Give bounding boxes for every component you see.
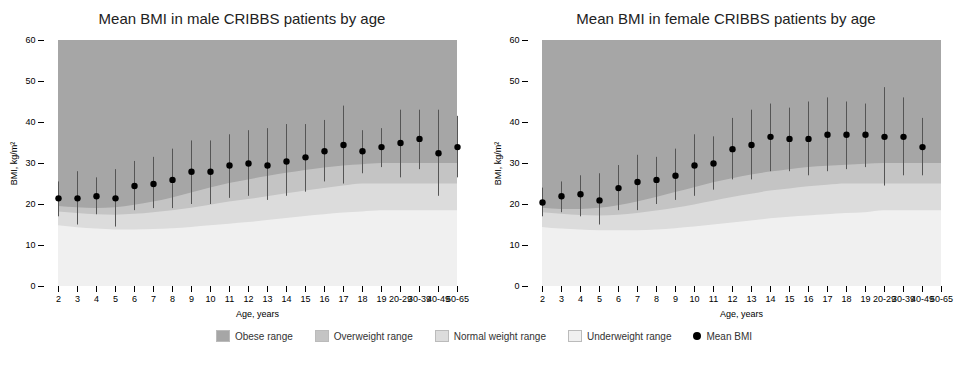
html-text:Mean BMI in female CRIBBS pati: Mean BMI in female CRIBBS patients by ag… <box>576 10 876 27</box>
svg-text:Age, years: Age, years <box>720 309 764 319</box>
svg-text:6: 6 <box>616 294 621 304</box>
svg-text:2: 2 <box>540 294 545 304</box>
svg-text:15: 15 <box>300 294 310 304</box>
svg-text:12: 12 <box>243 294 253 304</box>
svg-text:10: 10 <box>509 240 519 250</box>
svg-text:19: 19 <box>860 294 870 304</box>
html-text:Normal weight range: Normal weight range <box>453 330 546 342</box>
svg-text:3: 3 <box>75 294 80 304</box>
svg-text:12: 12 <box>727 294 737 304</box>
svg-text:60: 60 <box>25 35 35 45</box>
svg-text:4: 4 <box>578 294 583 304</box>
svg-text:10: 10 <box>25 240 35 250</box>
svg-text:20-29: 20-29 <box>389 293 412 304</box>
svg-text:7: 7 <box>635 294 640 304</box>
svg-text:20: 20 <box>25 199 35 209</box>
svg-text:50-65: 50-65 <box>446 294 469 304</box>
svg-text:20: 20 <box>509 199 519 209</box>
svg-text:10: 10 <box>205 294 215 304</box>
svg-text:11: 11 <box>709 294 718 304</box>
svg-text:17: 17 <box>338 294 348 304</box>
svg-text:13: 13 <box>262 294 272 304</box>
svg-text:60: 60 <box>509 35 519 45</box>
svg-text:10: 10 <box>689 294 699 304</box>
svg-text:30-39: 30-39 <box>408 293 431 304</box>
svg-text:5: 5 <box>597 294 602 304</box>
svg-text:6: 6 <box>132 294 137 304</box>
svg-text:18: 18 <box>841 294 851 304</box>
svg-text:50: 50 <box>509 76 519 86</box>
svg-text:2: 2 <box>56 294 61 304</box>
svg-text:30: 30 <box>509 158 519 168</box>
svg-text:16: 16 <box>803 294 813 304</box>
svg-text:Age, years: Age, years <box>236 309 280 319</box>
svg-text:9: 9 <box>673 294 678 304</box>
svg-text:16: 16 <box>319 294 329 304</box>
svg-text:40-49: 40-49 <box>427 293 450 304</box>
svg-text:18: 18 <box>357 294 367 304</box>
svg-text:14: 14 <box>765 294 775 304</box>
svg-text:50: 50 <box>25 76 35 86</box>
svg-text:40-49: 40-49 <box>911 293 934 304</box>
svg-text:3: 3 <box>559 294 564 304</box>
svg-text:17: 17 <box>822 294 832 304</box>
svg-text:7: 7 <box>151 294 156 304</box>
svg-text:5: 5 <box>113 294 118 304</box>
svg-text:40: 40 <box>509 117 519 127</box>
html-text:Underweight range: Underweight range <box>587 330 672 342</box>
svg-text:50-65: 50-65 <box>930 294 953 304</box>
html-text:Overweight range: Overweight range <box>333 330 413 342</box>
svg-text:11: 11 <box>225 294 234 304</box>
svg-text:30-39: 30-39 <box>892 293 915 304</box>
svg-text:30: 30 <box>25 158 35 168</box>
html-text:Obese range: Obese range <box>234 330 293 342</box>
svg-text:4: 4 <box>94 294 99 304</box>
svg-text:15: 15 <box>784 294 794 304</box>
svg-text:19: 19 <box>376 294 386 304</box>
svg-text:0: 0 <box>30 281 35 291</box>
svg-text:0: 0 <box>514 281 519 291</box>
svg-text:BMI, kg/m²: BMI, kg/m² <box>9 142 19 186</box>
svg-text:20-29: 20-29 <box>873 293 896 304</box>
html-text:Mean BMI: Mean BMI <box>706 330 752 342</box>
svg-text:13: 13 <box>746 294 756 304</box>
svg-text:9: 9 <box>189 294 194 304</box>
svg-text:BMI, kg/m²: BMI, kg/m² <box>493 142 503 186</box>
html-text:Mean BMI in male CRIBBS patien: Mean BMI in male CRIBBS patients by age <box>98 10 386 27</box>
svg-text:8: 8 <box>170 294 175 304</box>
svg-text:40: 40 <box>25 117 35 127</box>
svg-text:8: 8 <box>654 294 659 304</box>
svg-text:14: 14 <box>281 294 291 304</box>
